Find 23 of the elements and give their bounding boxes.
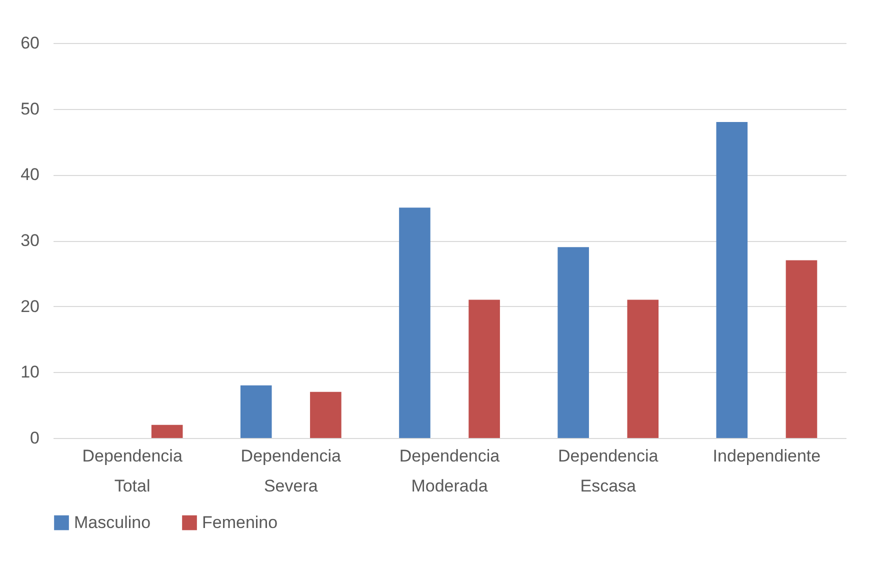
x-tick-label: Independiente <box>712 446 821 466</box>
y-tick-label: 30 <box>20 231 40 250</box>
bar <box>151 424 183 438</box>
bar <box>240 385 272 438</box>
x-tick-label: Dependencia Moderada <box>399 446 500 496</box>
bar <box>558 247 589 438</box>
bar <box>716 122 748 438</box>
bar <box>786 260 818 438</box>
x-tick-label: Dependencia Total <box>82 446 183 496</box>
x-tick-label: Dependencia Severa <box>240 446 342 496</box>
x-tick-label: Dependencia Escasa <box>558 446 659 496</box>
legend-label: Femenino <box>202 512 278 532</box>
bar <box>399 208 430 438</box>
bar <box>627 300 659 438</box>
y-tick-label: 0 <box>30 428 40 448</box>
bar <box>310 392 342 438</box>
y-tick-label: 40 <box>20 165 40 184</box>
y-tick-label: 20 <box>20 296 40 316</box>
y-tick-label: 50 <box>20 99 40 118</box>
y-tick-label: 10 <box>20 362 40 382</box>
bar <box>468 300 500 438</box>
y-tick-label: 60 <box>20 34 40 52</box>
legend-label: Masculino <box>74 512 151 532</box>
